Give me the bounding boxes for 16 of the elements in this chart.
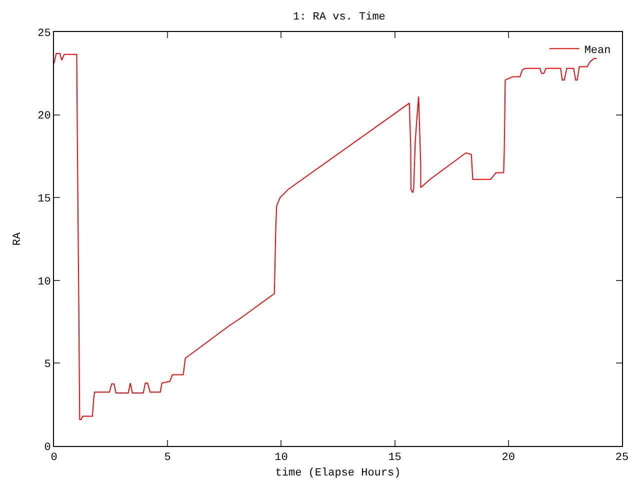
- x-tick-label: 25: [615, 452, 629, 464]
- y-tick-label: 10: [38, 276, 51, 288]
- x-axis-title: time (Elapse Hours): [275, 467, 401, 480]
- y-tick-label: 15: [38, 193, 51, 206]
- x-tick-label: 10: [274, 452, 288, 464]
- x-tick-label: 5: [164, 452, 171, 464]
- legend-label: Mean: [584, 44, 611, 57]
- x-tick-label: 20: [502, 452, 515, 464]
- x-tick-label: 15: [388, 452, 402, 464]
- y-tick-label: 20: [38, 110, 51, 123]
- chart-title: 1: RA vs. Time: [292, 12, 386, 24]
- line-series: [54, 53, 598, 420]
- y-axis-title: RA: [12, 232, 24, 246]
- y-tick-label: 25: [38, 28, 51, 40]
- y-tick-label: 0: [44, 442, 51, 454]
- y-tick-label: 5: [44, 359, 51, 372]
